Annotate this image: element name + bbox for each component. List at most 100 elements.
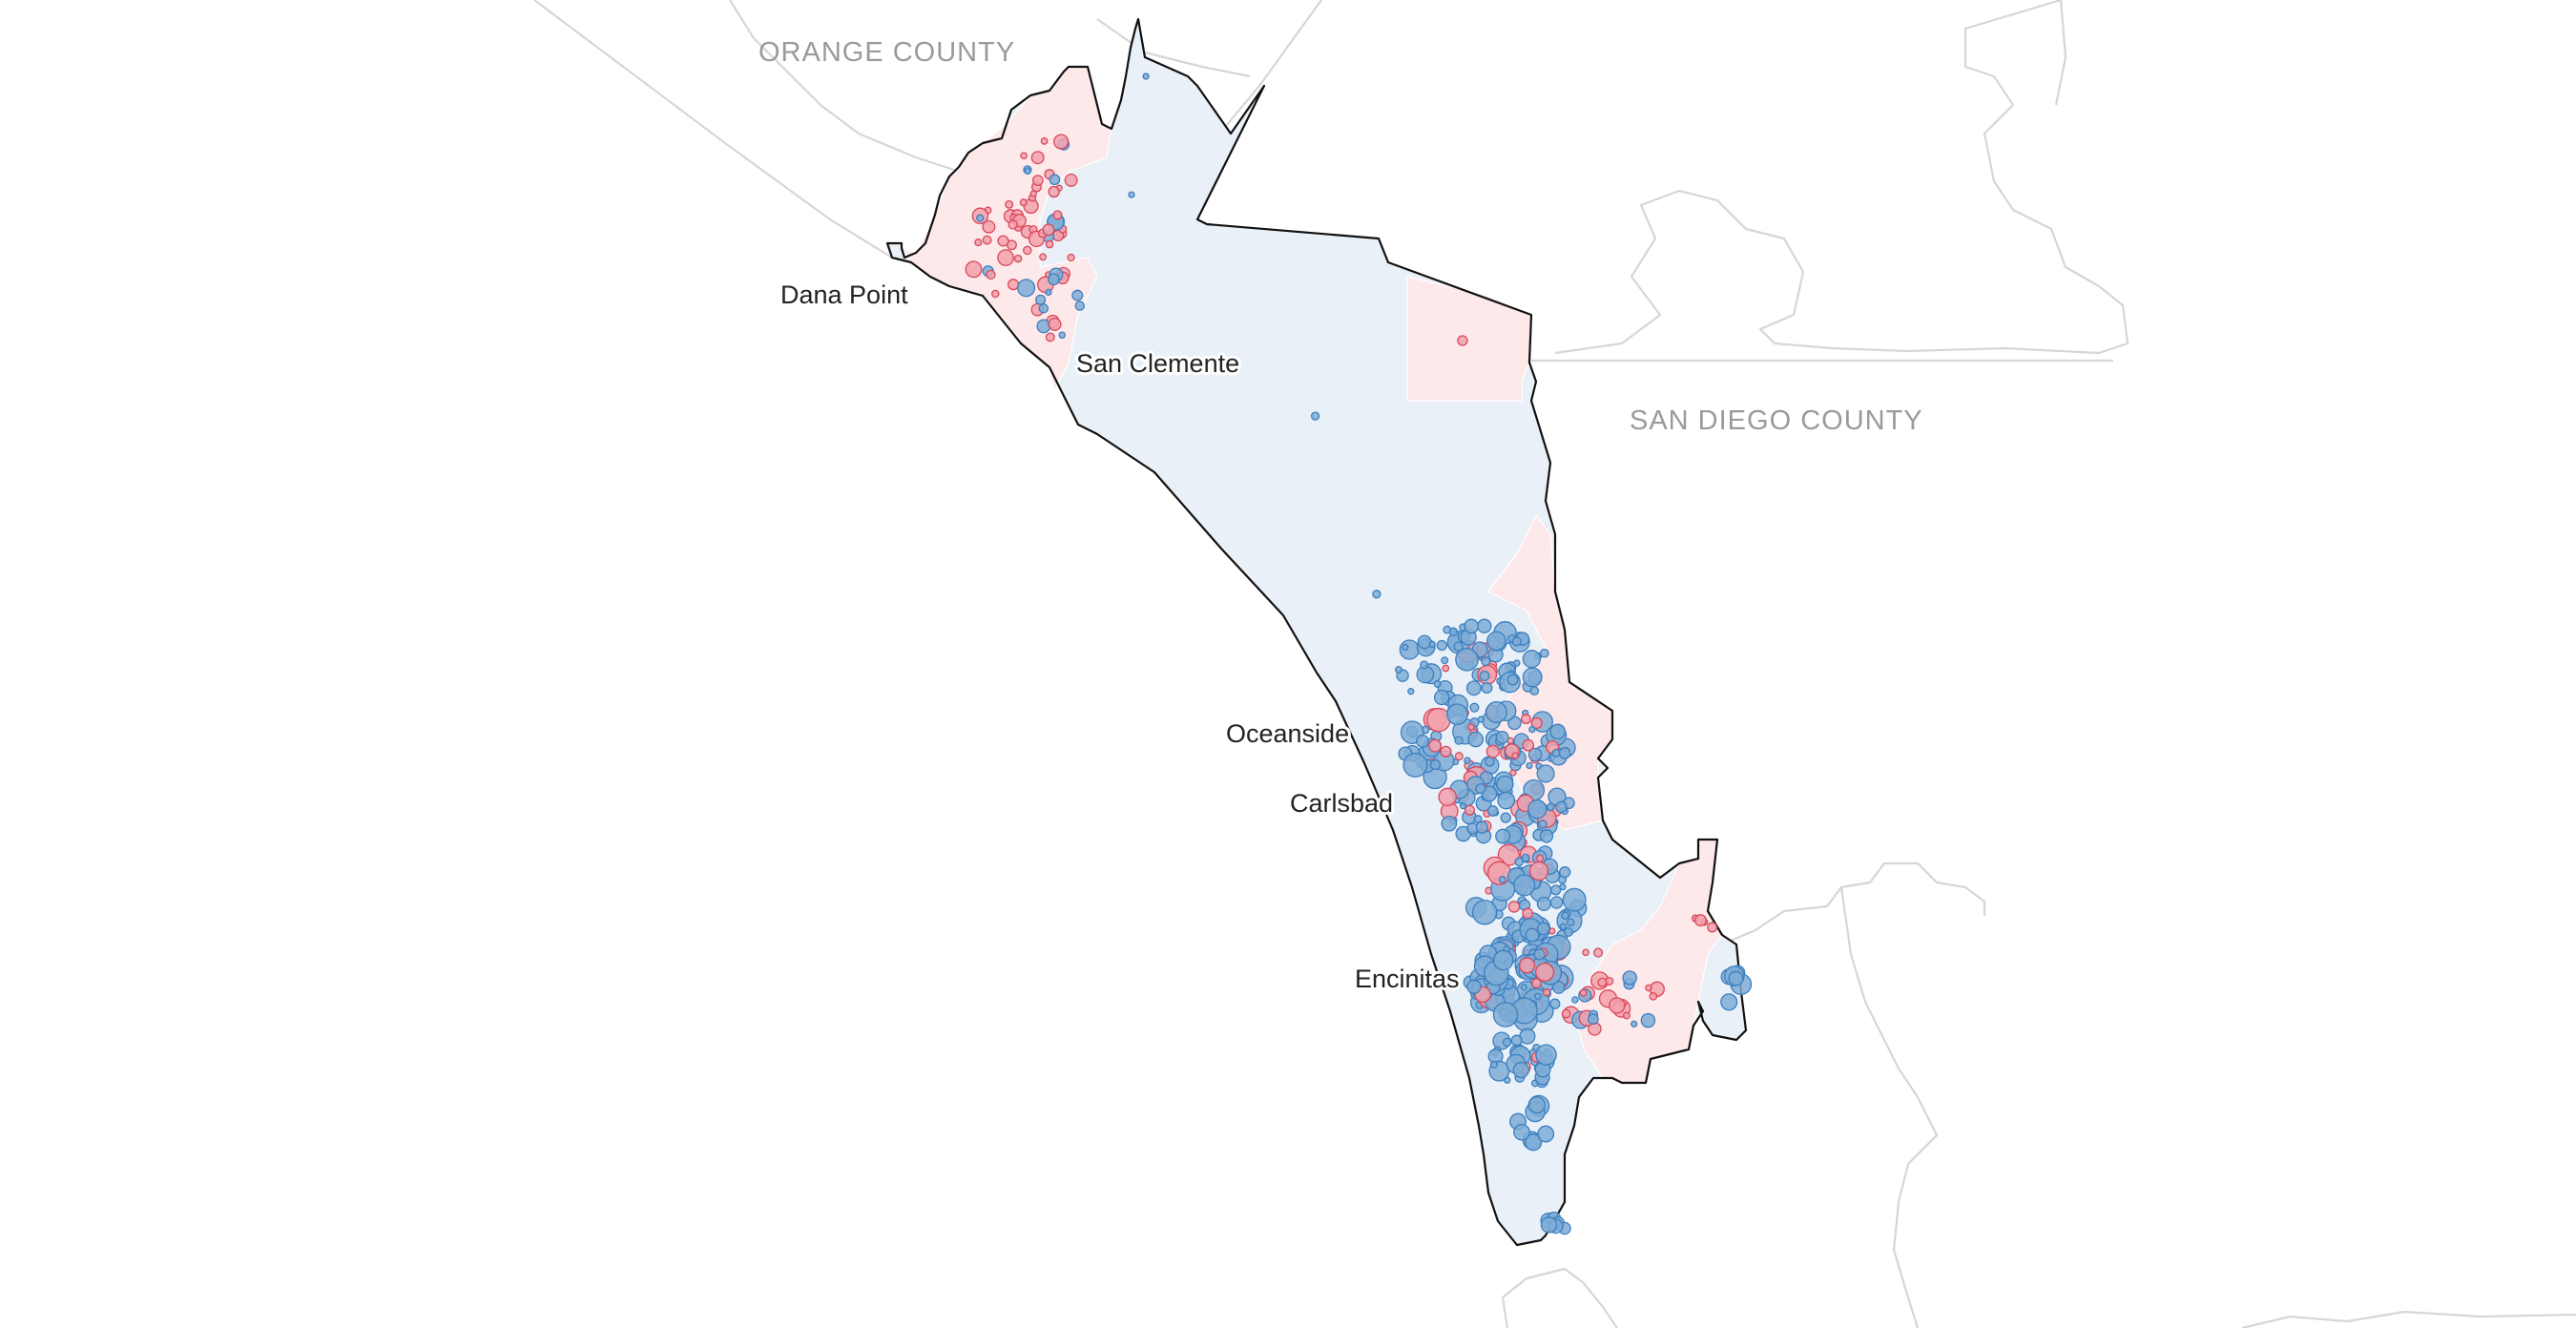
orange-county-north-line bbox=[729, 0, 955, 172]
blue-vote-dot bbox=[1372, 590, 1381, 599]
blue-vote-dot bbox=[1640, 1012, 1656, 1028]
blue-vote-dot bbox=[1441, 815, 1458, 832]
blue-vote-dot bbox=[1533, 948, 1546, 961]
blue-vote-dot bbox=[1559, 923, 1567, 930]
red-vote-dot bbox=[1593, 947, 1604, 958]
blue-vote-dot bbox=[1506, 674, 1519, 686]
blue-vote-dot bbox=[1528, 726, 1536, 734]
blue-vote-dot bbox=[1467, 731, 1485, 748]
blue-vote-dot bbox=[1058, 331, 1067, 339]
blue-vote-dot bbox=[1510, 1034, 1523, 1047]
blue-vote-dot bbox=[1024, 167, 1031, 175]
district-boundary bbox=[885, 17, 1748, 1247]
blue-vote-dot bbox=[1407, 688, 1415, 695]
blue-vote-dot bbox=[1466, 979, 1482, 994]
blue-vote-dot bbox=[1448, 627, 1459, 636]
red-vote-dot bbox=[1053, 134, 1070, 150]
san-diego-inner-line-c bbox=[1501, 1267, 1618, 1328]
red-vote-dot bbox=[1031, 175, 1044, 186]
blue-vote-dot bbox=[1471, 899, 1498, 925]
red-vote-dot bbox=[1048, 185, 1060, 198]
red-vote-dot bbox=[1528, 861, 1549, 882]
red-vote-dot bbox=[1511, 752, 1519, 759]
blue-vote-dot bbox=[1441, 656, 1449, 665]
red-vote-dot bbox=[997, 235, 1009, 247]
san-diego-inner-line-a bbox=[1721, 861, 1986, 946]
city-label-carlsbad: Carlsbad bbox=[1290, 789, 1393, 818]
blue-vote-dot bbox=[1429, 759, 1442, 771]
red-vote-dot bbox=[1457, 335, 1468, 346]
city-label-oceanside: Oceanside bbox=[1226, 719, 1349, 748]
city-label-dana-point: Dana Point bbox=[780, 280, 908, 309]
county-boundaries bbox=[533, 0, 2576, 1328]
map-labels: ORANGE COUNTY SAN DIEGO COUNTY Dana Poin… bbox=[758, 37, 1922, 996]
blue-vote-dot bbox=[1559, 866, 1571, 879]
san-diego-inner-line-b bbox=[1839, 886, 1939, 1328]
red-vote-dot bbox=[1522, 907, 1534, 920]
county-divider-line bbox=[1554, 0, 2129, 355]
blue-vote-dot bbox=[1492, 949, 1514, 971]
blue-vote-dot bbox=[1513, 874, 1536, 897]
red-vote-dot bbox=[1597, 977, 1608, 987]
red-vote-dot bbox=[1535, 962, 1555, 983]
precinct-areas bbox=[886, 18, 1747, 1246]
blue-vote-dot bbox=[1561, 911, 1569, 920]
red-vote-dot bbox=[1521, 714, 1531, 725]
blue-vote-dot bbox=[1417, 634, 1432, 650]
red-vote-dot bbox=[1693, 914, 1707, 927]
blue-vote-dot bbox=[1536, 896, 1551, 911]
red-vote-dot bbox=[1067, 253, 1075, 262]
blue-vote-dot bbox=[1475, 782, 1486, 795]
blue-vote-dot bbox=[1511, 636, 1522, 647]
blue-vote-dot bbox=[1481, 681, 1493, 695]
blue-vote-dot bbox=[1527, 1096, 1546, 1114]
red-vote-dot bbox=[1622, 1011, 1631, 1020]
red-vote-dot bbox=[1536, 854, 1545, 862]
blue-vote-dot bbox=[1416, 734, 1429, 748]
red-vote-dot bbox=[1064, 173, 1078, 187]
red-vote-dot bbox=[1008, 219, 1018, 230]
blue-vote-dot bbox=[1513, 1123, 1530, 1141]
blue-vote-dot bbox=[1514, 857, 1525, 867]
blue-vote-dot bbox=[1035, 294, 1047, 305]
blue-vote-dot bbox=[1485, 756, 1495, 767]
blue-vote-dot bbox=[1045, 288, 1052, 297]
blue-vote-dot bbox=[1481, 656, 1491, 667]
red-vote-dot bbox=[982, 235, 992, 245]
blue-vote-dot bbox=[1475, 820, 1489, 834]
blue-vote-dot bbox=[1436, 639, 1447, 652]
blue-vote-dot bbox=[1538, 820, 1548, 829]
blue-vote-dot bbox=[1459, 802, 1467, 810]
red-vote-dot bbox=[1005, 199, 1014, 209]
orange-county-inner-line bbox=[1096, 18, 1251, 78]
blue-vote-dot bbox=[1017, 279, 1036, 298]
red-vote-dot bbox=[1518, 957, 1536, 974]
blue-vote-dot bbox=[1525, 1133, 1543, 1152]
red-vote-dot bbox=[991, 289, 1000, 299]
blue-vote-dot bbox=[1521, 853, 1530, 862]
blue-vote-dot bbox=[1495, 730, 1509, 744]
blue-vote-dot bbox=[1485, 701, 1507, 723]
red-vote-dot bbox=[1467, 723, 1475, 731]
blue-vote-dot bbox=[1486, 631, 1506, 652]
blue-vote-dot bbox=[1536, 922, 1550, 936]
blue-vote-dot bbox=[1622, 970, 1637, 986]
blue-vote-dot bbox=[1552, 981, 1566, 994]
blue-vote-dot bbox=[1536, 764, 1555, 783]
blue-vote-dot bbox=[1527, 747, 1543, 762]
blue-vote-dot bbox=[1071, 289, 1084, 301]
blue-vote-dot bbox=[1555, 800, 1568, 814]
red-vote-dot bbox=[997, 249, 1014, 266]
blue-vote-dot bbox=[1454, 736, 1464, 745]
blue-vote-dot bbox=[1549, 998, 1561, 1009]
red-vote-dot bbox=[1426, 707, 1451, 733]
blue-vote-dot bbox=[1473, 815, 1483, 823]
blue-vote-dot bbox=[1549, 723, 1567, 740]
blue-vote-dot bbox=[1529, 686, 1540, 696]
blue-vote-dot bbox=[1559, 883, 1567, 891]
blue-vote-dot bbox=[1489, 1060, 1498, 1069]
blue-vote-dot bbox=[1526, 761, 1533, 770]
inland-red-area bbox=[1406, 276, 1532, 402]
blue-vote-dot bbox=[1512, 1061, 1529, 1079]
blue-vote-dot bbox=[1486, 805, 1499, 817]
